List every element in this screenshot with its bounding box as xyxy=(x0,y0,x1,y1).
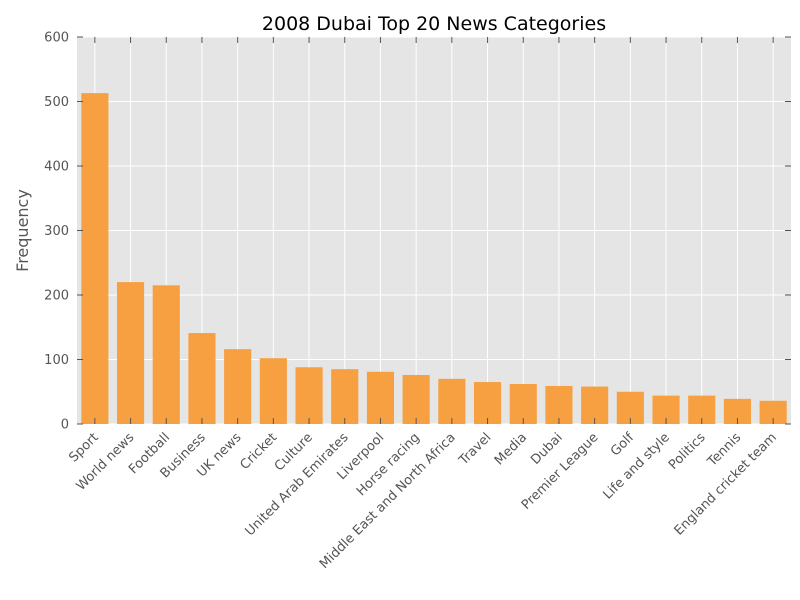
y-tick-label: 0 xyxy=(61,418,69,433)
bar-liverpool xyxy=(366,371,395,424)
bar-business xyxy=(188,333,216,424)
x-tick-label: Politics xyxy=(666,430,709,473)
y-tick-label: 200 xyxy=(44,289,69,304)
y-tick-label: 600 xyxy=(44,31,69,46)
bar-sport xyxy=(81,93,109,425)
bar-premier-league xyxy=(581,386,609,424)
bar-horse-racing xyxy=(402,374,430,424)
bar-media xyxy=(509,384,537,424)
bars xyxy=(81,93,787,425)
bar-england-cricket-team xyxy=(759,400,787,424)
y-tick-label: 500 xyxy=(44,95,69,110)
y-tick-label: 300 xyxy=(44,224,69,239)
bar-dubai xyxy=(545,385,573,424)
bar-united-arab-emirates xyxy=(331,369,359,424)
bar-world-news xyxy=(116,282,145,424)
x-tick-label: Golf xyxy=(608,430,637,459)
bar-culture xyxy=(295,367,323,424)
y-tick-label: 400 xyxy=(44,160,69,175)
chart-title: 2008 Dubai Top 20 News Categories xyxy=(262,13,606,35)
bar-middle-east-and-north-africa xyxy=(438,378,466,424)
bar-football xyxy=(152,285,180,424)
bar-uk-news xyxy=(224,349,252,424)
y-axis-label: Frequency xyxy=(13,189,32,272)
axis-ticks xyxy=(77,36,791,425)
x-tick-label: Media xyxy=(492,430,530,468)
bar-travel xyxy=(473,382,502,424)
bar-cricket xyxy=(259,358,287,424)
y-tick-label: 100 xyxy=(44,353,69,368)
x-tick-label: Travel xyxy=(456,430,495,469)
y-tick-labels: 0 100 200 300 400 500 600 xyxy=(44,31,69,433)
